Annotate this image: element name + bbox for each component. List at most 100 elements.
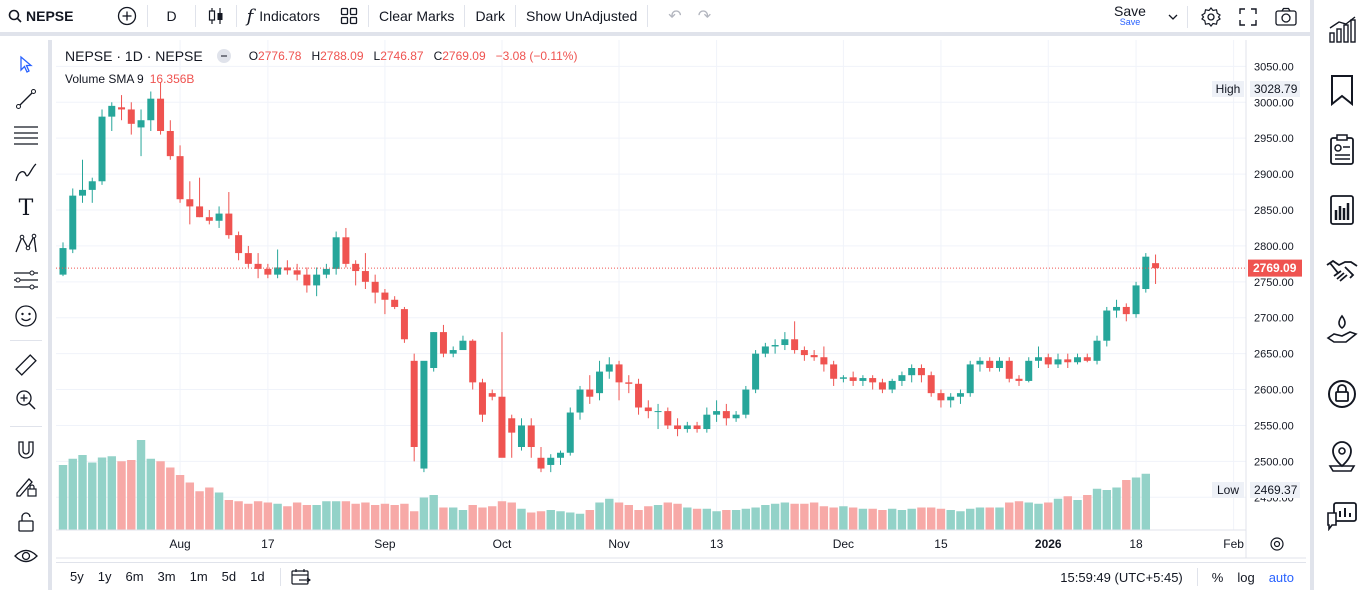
range-1y[interactable]: 1y xyxy=(97,569,112,584)
prediction-icon[interactable] xyxy=(12,266,40,294)
camera-icon[interactable] xyxy=(1275,7,1297,27)
chart-grid xyxy=(56,40,1246,530)
search-icon xyxy=(8,9,22,23)
range-5y[interactable]: 5y xyxy=(70,569,84,584)
high-label: High xyxy=(1216,82,1241,96)
smiley-icon[interactable] xyxy=(12,302,40,330)
log-toggle[interactable]: log xyxy=(1237,569,1255,585)
volume-bar xyxy=(166,467,175,530)
toolbar-divider xyxy=(235,5,237,27)
settings-gear[interactable] xyxy=(1270,537,1284,551)
candle-body xyxy=(430,332,438,368)
candle-body xyxy=(264,268,272,275)
dark-theme-button[interactable]: Dark xyxy=(475,8,505,24)
volume-bar xyxy=(419,497,429,530)
candle xyxy=(166,120,174,160)
clear-marks-button[interactable]: Clear Marks xyxy=(378,8,455,24)
redo-icon[interactable]: ↷ xyxy=(697,8,712,25)
candle-body xyxy=(956,393,964,397)
candle xyxy=(674,418,682,437)
indicators-button[interactable]: f Indicators xyxy=(237,0,330,32)
handshake-icon[interactable] xyxy=(1326,254,1358,286)
save-button[interactable]: Save Save xyxy=(1110,3,1150,27)
candle xyxy=(69,188,77,254)
candle xyxy=(225,192,233,239)
high-value: 3028.79 xyxy=(1254,82,1298,96)
volume-bar xyxy=(1073,500,1082,530)
candle xyxy=(839,375,847,383)
analysis-chat-icon[interactable] xyxy=(1326,500,1358,532)
range-5d[interactable]: 5d xyxy=(221,569,237,584)
low-marker: Low 2469.37 xyxy=(1212,482,1300,498)
settings-icon[interactable] xyxy=(1270,537,1284,551)
volume-bar xyxy=(848,507,858,530)
dividend-icon[interactable] xyxy=(1326,314,1358,346)
candle-body xyxy=(664,411,672,426)
low-value: 2469.37 xyxy=(1254,483,1298,497)
save-sublabel: Save xyxy=(1119,17,1141,27)
bookmark-icon[interactable] xyxy=(1326,74,1358,106)
auto-toggle[interactable]: auto xyxy=(1268,569,1294,585)
candle-body xyxy=(1005,360,1013,379)
symbol-search[interactable]: NEPSE xyxy=(0,0,83,32)
fib-retracement-icon[interactable] xyxy=(12,121,40,149)
lock-pencil-icon[interactable] xyxy=(12,472,40,500)
candle xyxy=(283,260,291,275)
chevron-down-icon[interactable] xyxy=(1167,11,1179,23)
candle xyxy=(459,335,467,351)
collapse-legend-icon[interactable] xyxy=(216,49,231,63)
trend-line-icon[interactable] xyxy=(12,85,40,113)
financials-icon[interactable] xyxy=(1326,194,1358,226)
candle-body xyxy=(888,380,896,390)
brush-icon[interactable] xyxy=(12,158,40,186)
ruler-icon[interactable] xyxy=(12,351,40,379)
candle xyxy=(986,357,994,372)
range-3m[interactable]: 3m xyxy=(157,569,176,584)
volume-bar xyxy=(1141,473,1151,530)
layouts-button[interactable] xyxy=(330,0,368,32)
candle-body xyxy=(79,189,87,196)
compare-button[interactable] xyxy=(107,0,147,32)
volume-bar xyxy=(829,507,838,530)
volume-bar xyxy=(1102,490,1111,530)
price-chart[interactable]: 3050.00 3000.00 2950.00 2900.00 2850.00 2800.… xyxy=(56,40,1306,562)
candle-body xyxy=(313,274,321,286)
location-icon[interactable] xyxy=(1326,440,1358,472)
lock-circle-icon[interactable] xyxy=(1326,378,1358,410)
chart-type-button[interactable] xyxy=(196,0,236,32)
pattern-icon[interactable] xyxy=(12,230,40,258)
candle-body xyxy=(869,378,877,383)
price-axis[interactable]: 3050.00 3000.00 2950.00 2900.00 2850.00 2800.… xyxy=(1254,61,1294,504)
date-range-icon[interactable] xyxy=(290,568,311,586)
eye-icon[interactable] xyxy=(12,542,40,570)
cursor-icon[interactable] xyxy=(12,50,40,78)
candle xyxy=(205,210,213,225)
report-icon[interactable] xyxy=(1326,134,1358,166)
volume-bar xyxy=(478,507,487,530)
show-unadjusted-button[interactable]: Show UnAdjusted xyxy=(526,8,638,24)
gear-icon[interactable] xyxy=(1200,6,1222,28)
text-icon[interactable]: T xyxy=(18,195,34,221)
candle xyxy=(703,407,711,433)
percent-toggle[interactable]: % xyxy=(1211,569,1224,585)
candle-body xyxy=(274,267,282,275)
time-axis[interactable]: Aug 17 Sep Oct Nov 13 Dec 15 2026 18 Feb xyxy=(169,537,1244,551)
undo-icon[interactable]: ↶ xyxy=(668,8,682,25)
lock-icon[interactable] xyxy=(12,508,40,536)
range-1m[interactable]: 1m xyxy=(189,569,208,584)
candle xyxy=(137,109,145,157)
clock[interactable]: 15:59:49 (UTC+5:45) xyxy=(1060,569,1183,585)
volume-label[interactable]: Volume SMA 9 xyxy=(65,72,144,86)
volume-bar xyxy=(536,511,546,530)
volume-bar xyxy=(127,460,136,530)
fullscreen-icon[interactable] xyxy=(1239,8,1257,26)
zoom-in-icon[interactable] xyxy=(12,386,40,414)
candle-body xyxy=(703,414,711,430)
candle xyxy=(752,350,760,394)
range-1d[interactable]: 1d xyxy=(250,569,265,584)
range-6m[interactable]: 6m xyxy=(125,569,144,584)
bar-chart-icon[interactable] xyxy=(1326,14,1358,46)
interval-button[interactable]: D xyxy=(166,8,177,24)
legend-title[interactable]: NEPSE · 1D · NEPSE xyxy=(65,48,203,64)
magnet-icon[interactable] xyxy=(12,436,40,464)
